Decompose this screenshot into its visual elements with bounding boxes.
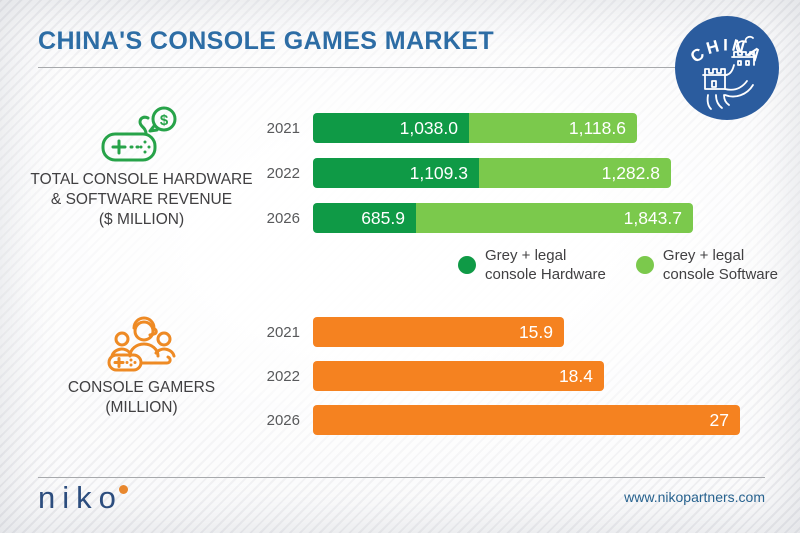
gamer-group-icon	[107, 316, 176, 372]
year-label: 2021	[266, 323, 300, 341]
year-label: 2021	[266, 119, 300, 137]
gamers-bar: 15.9	[313, 317, 564, 347]
gamers-value: 27	[709, 409, 729, 430]
gamers-value: 15.9	[518, 321, 553, 342]
hardware-segment: 685.9	[313, 203, 416, 233]
revenue-label-line3: ($ MILLION)	[98, 211, 185, 228]
legend-item-hardware: Grey + legal console Hardware	[458, 246, 606, 284]
chart-legend: Grey + legal console Hardware Grey + leg…	[458, 246, 778, 284]
legend-item-software: Grey + legal console Software	[635, 246, 778, 284]
page-title: CHINA'S CONSOLE GAMES MARKET	[38, 27, 495, 55]
hardware-segment: 1,038.0	[313, 113, 469, 143]
stacked-bar: 1,109.3 1,282.8	[313, 158, 671, 188]
revenue-label-line1: TOTAL CONSOLE HARDWARE	[30, 171, 253, 188]
website-link[interactable]: www.nikopartners.com	[624, 489, 765, 505]
hardware-value: 1,038.0	[399, 117, 458, 138]
china-great-wall-logo: CHINA	[675, 16, 779, 120]
gamers-row: 2022 18.4	[255, 361, 604, 391]
hardware-value: 685.9	[361, 207, 405, 228]
logo-circle	[675, 16, 779, 120]
year-label: 2022	[266, 367, 300, 385]
stacked-bar: 1,038.0 1,118.6	[313, 113, 637, 143]
gamers-label-line2: (MILLION)	[105, 399, 178, 416]
gamers-value: 18.4	[558, 365, 593, 386]
software-segment: 1,282.8	[479, 158, 671, 188]
hardware-value: 1,109.3	[409, 162, 468, 183]
hardware-legend-label: Grey + legal console Hardware	[485, 246, 606, 284]
hardware-segment: 1,109.3	[313, 158, 479, 188]
revenue-row: 2021 1,038.0 1,118.6	[255, 113, 637, 143]
revenue-label-line2: & SOFTWARE REVENUE	[50, 191, 233, 208]
gamers-row: 2021 15.9	[255, 317, 564, 347]
software-segment: 1,118.6	[469, 113, 637, 143]
gamepad-dollar-icon: $	[101, 106, 177, 162]
software-value: 1,282.8	[601, 162, 660, 183]
gamers-chart-label: CONSOLE GAMERS (MILLION)	[24, 378, 259, 418]
software-legend-dot-icon	[635, 256, 654, 274]
title-divider	[38, 67, 765, 68]
niko-logo-dot-icon	[118, 485, 128, 494]
niko-logo-text: niko	[38, 480, 123, 515]
gamers-bar: 27	[313, 405, 740, 435]
great-wall-icon	[702, 35, 757, 110]
revenue-chart-label: TOTAL CONSOLE HARDWARE & SOFTWARE REVENU…	[24, 170, 259, 230]
year-label: 2022	[266, 164, 300, 182]
year-label: 2026	[266, 209, 300, 227]
software-value: 1,118.6	[568, 117, 626, 138]
legend-sw-line1: Grey + legal	[662, 247, 745, 264]
footer-divider	[38, 477, 765, 478]
hardware-legend-dot-icon	[458, 256, 476, 274]
software-legend-label: Grey + legal console Software	[663, 246, 778, 284]
niko-logo: niko	[38, 480, 128, 516]
stacked-bar: 685.9 1,843.7	[313, 203, 693, 233]
legend-sw-line2: console Software	[662, 266, 778, 283]
software-value: 1,843.7	[623, 207, 682, 228]
gamers-row: 2026 27	[255, 405, 740, 435]
gamers-label-line1: CONSOLE GAMERS	[67, 379, 216, 396]
revenue-row: 2022 1,109.3 1,282.8	[255, 158, 671, 188]
legend-hw-line1: Grey + legal	[485, 247, 567, 264]
revenue-row: 2026 685.9 1,843.7	[255, 203, 693, 233]
gamers-bar: 18.4	[313, 361, 604, 391]
svg-text:$: $	[160, 112, 169, 129]
legend-hw-line2: console Hardware	[485, 266, 606, 283]
software-segment: 1,843.7	[416, 203, 693, 233]
year-label: 2026	[266, 411, 300, 429]
